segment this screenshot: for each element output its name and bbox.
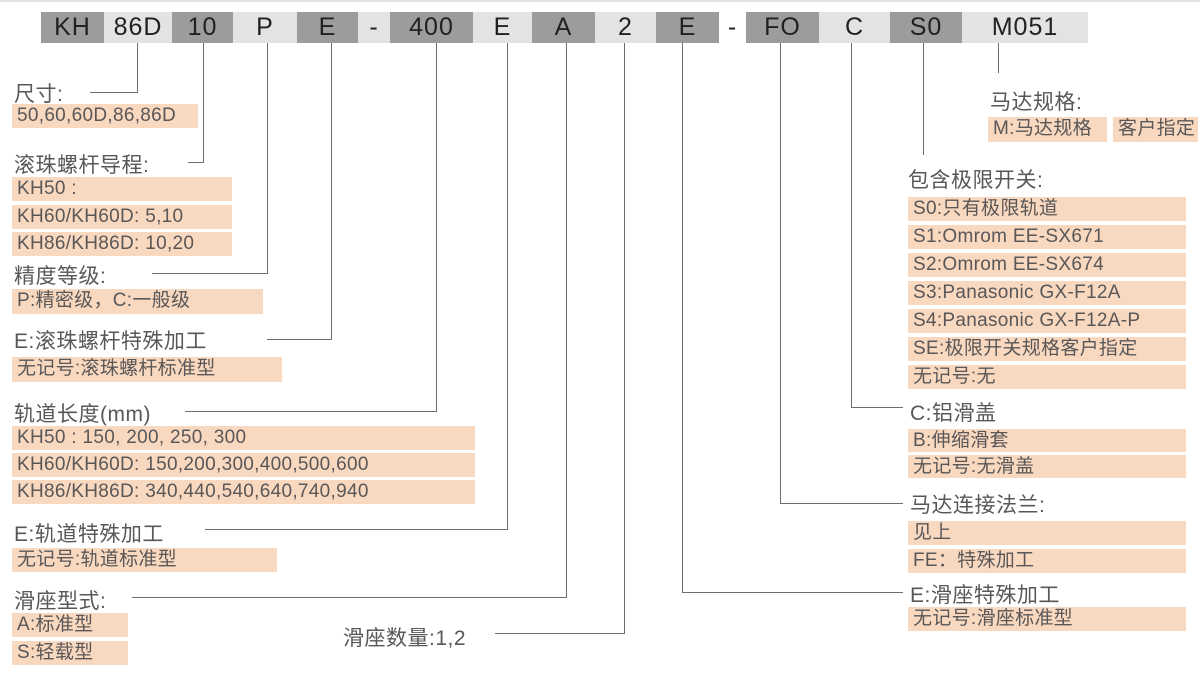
leader-line-vertical <box>507 43 508 529</box>
size-values: 50,60,60D,86,86D <box>12 104 198 128</box>
limit-switch-row: S1:Omrom EE-SX671 <box>908 225 1186 249</box>
code-segment-rail-length: 400 <box>390 12 473 43</box>
code-segment-lead: 10 <box>172 12 233 43</box>
code-segment-cover: C <box>819 12 890 43</box>
motor-spec-note: 客户指定 <box>1113 117 1198 142</box>
leader-line-horizontal <box>90 92 138 93</box>
leader-line-vertical <box>998 43 999 73</box>
leader-line-horizontal <box>132 597 567 598</box>
screw-standard: 无记号:滚珠螺杆标准型 <box>12 357 282 382</box>
limit-switch-label: 包含极限开关: <box>908 169 1044 192</box>
limit-switch-row: S0:只有极限轨道 <box>908 197 1186 221</box>
leader-line-vertical <box>780 43 781 503</box>
limit-switch-row: SE:极限开关规格客户指定 <box>908 337 1186 361</box>
leader-line-vertical <box>923 43 924 155</box>
leader-line-horizontal <box>495 633 625 634</box>
rail-length-row: KH86/KH86D: 340,440,540,640,740,940 <box>12 480 475 504</box>
slider-type-label: 滑座型式: <box>14 590 107 613</box>
code-segment-dash2: - <box>719 12 746 43</box>
leader-line-horizontal <box>682 592 903 593</box>
leader-line-vertical <box>331 43 332 339</box>
slider-type-row: S:轻载型 <box>12 641 128 665</box>
leader-line-horizontal <box>185 411 437 412</box>
motor-spec-label: 马达规格: <box>990 91 1083 114</box>
rail-length-label: 轨道长度(mm) <box>14 403 151 426</box>
code-segment-slider-qty: 2 <box>595 12 656 43</box>
limit-switch-row: S3:Panasonic GX-F12A <box>908 281 1186 305</box>
limit-switch-row: S4:Panasonic GX-F12A-P <box>908 309 1186 333</box>
screw-special-label: E:滚珠螺杆特殊加工 <box>14 330 207 353</box>
leader-line-vertical <box>851 43 852 407</box>
leader-line-horizontal <box>152 273 268 274</box>
code-segment-series: KH <box>41 12 104 43</box>
ball-screw-lead-label: 滚珠螺杆导程: <box>14 154 150 177</box>
accuracy-values: P:精密级，C:一般级 <box>12 289 263 314</box>
rail-length-row: KH60/KH60D: 150,200,300,400,500,600 <box>12 453 475 477</box>
rail-length-row: KH50 : 150, 200, 250, 300 <box>12 426 475 450</box>
leader-line-horizontal <box>851 407 903 408</box>
flange-label: 马达连接法兰: <box>910 494 1046 517</box>
code-segment-motor: M051 <box>962 12 1088 43</box>
lead-row: KH50 : <box>12 177 232 201</box>
leader-line-vertical <box>566 43 567 597</box>
leader-line-vertical <box>436 43 437 411</box>
code-segment-slider-type: A <box>532 12 595 43</box>
limit-switch-row: S2:Omrom EE-SX674 <box>908 253 1186 277</box>
leader-line-horizontal <box>205 529 508 530</box>
leader-line-vertical <box>624 43 625 633</box>
rail-standard: 无记号:轨道标准型 <box>12 548 277 572</box>
lead-row: KH60/KH60D: 5,10 <box>12 205 232 229</box>
code-segment-accuracy: P <box>233 12 297 43</box>
flange-row: FE：特殊加工 <box>908 549 1186 573</box>
code-segment-size: 86D <box>104 12 172 43</box>
code-segment-dash1: - <box>358 12 390 43</box>
limit-switch-row: 无记号:无 <box>908 365 1186 389</box>
size-label: 尺寸: <box>14 83 64 106</box>
cover-row: 无记号:无滑盖 <box>908 455 1186 478</box>
motor-spec-value: M:马达规格 <box>988 117 1107 142</box>
leader-line-vertical <box>203 43 204 162</box>
code-segment-slider-e: E <box>656 12 719 43</box>
flange-row: 见上 <box>908 521 1186 545</box>
leader-line-horizontal <box>188 162 204 163</box>
top-divider <box>0 0 1200 2</box>
leader-line-vertical <box>267 43 268 273</box>
code-segment-flange: FO <box>746 12 819 43</box>
accuracy-label: 精度等级: <box>14 265 107 288</box>
slider-type-row: A:标准型 <box>12 613 128 637</box>
slider-qty-label: 滑座数量:1,2 <box>343 627 467 650</box>
code-segment-rail-e: E <box>473 12 532 43</box>
slider-special-label: E:滑座特殊加工 <box>910 584 1060 607</box>
cover-row: B:伸缩滑套 <box>908 429 1186 452</box>
leader-line-vertical <box>682 43 683 592</box>
leader-line-horizontal <box>267 339 332 340</box>
code-segment-screw-e: E <box>297 12 358 43</box>
rail-special-label: E:轨道特殊加工 <box>14 523 164 546</box>
cover-special-label: C:铝滑盖 <box>910 402 997 425</box>
lead-row: KH86/KH86D: 10,20 <box>12 232 232 256</box>
leader-line-vertical <box>137 43 138 92</box>
code-segment-switch: S0 <box>890 12 962 43</box>
leader-line-horizontal <box>780 503 903 504</box>
slider-standard: 无记号:滑座标准型 <box>908 607 1186 631</box>
